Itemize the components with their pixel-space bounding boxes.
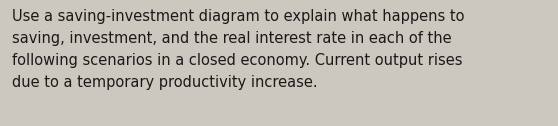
Text: Use a saving-investment diagram to explain what happens to
saving, investment, a: Use a saving-investment diagram to expla… [12,9,465,90]
